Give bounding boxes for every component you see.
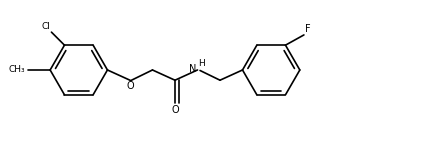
- Text: H: H: [198, 59, 205, 68]
- Text: CH₃: CH₃: [9, 65, 26, 74]
- Text: Cl: Cl: [41, 22, 51, 31]
- Text: N: N: [189, 64, 197, 74]
- Text: O: O: [126, 81, 134, 91]
- Text: O: O: [171, 105, 179, 115]
- Text: F: F: [305, 24, 311, 34]
